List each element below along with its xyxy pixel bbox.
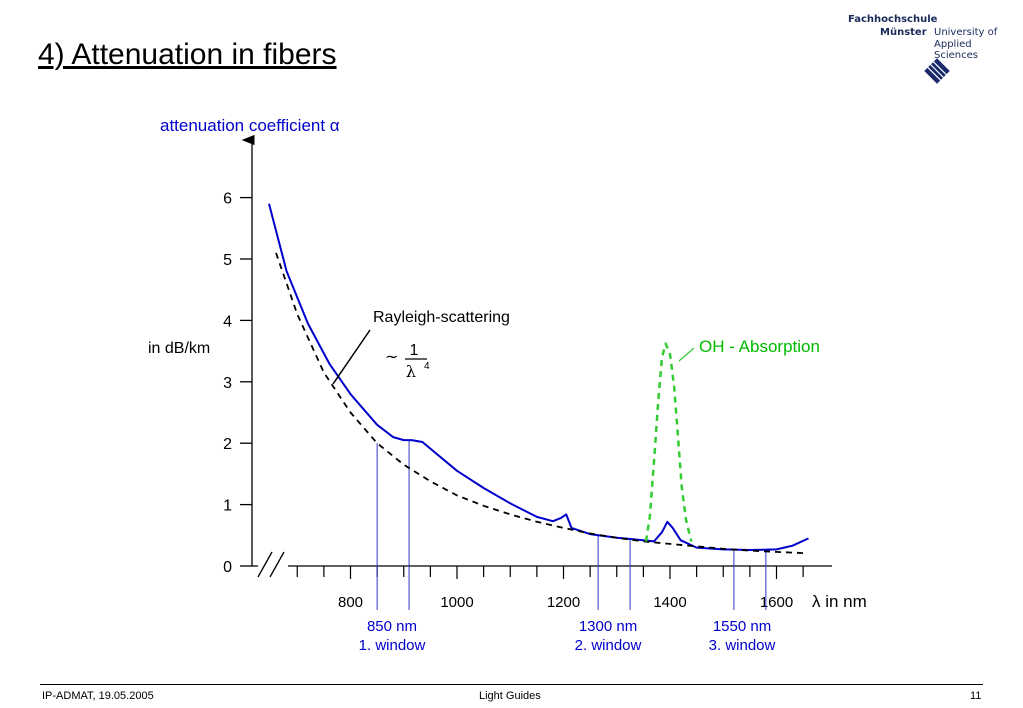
rayleigh-numerator: 1 — [410, 342, 419, 359]
footer-topic: Light Guides — [479, 690, 541, 702]
rayleigh-scattering-curve — [275, 252, 804, 554]
slide-title: 4) Attenuation in fibers — [38, 38, 337, 71]
x-axis-title: λ in nm — [812, 592, 867, 611]
logo-line-2a: Münster — [880, 27, 927, 38]
footer-divider — [40, 684, 983, 685]
y-tick-label: 2 — [223, 436, 232, 453]
footer-page-number: 11 — [970, 690, 982, 702]
university-logo: Fachhochschule Münster University of App… — [818, 10, 1018, 90]
y-axis-unit-label: in dB/km — [148, 340, 210, 357]
logo-diamond-icon — [924, 58, 950, 84]
y-tick-label: 6 — [223, 191, 232, 208]
transmission-window-lines — [376, 440, 767, 610]
y-axis-title: attenuation coefficient α — [160, 116, 340, 135]
x-tick-label: 1000 — [440, 594, 473, 611]
window-1-wavelength-label: 850 nm — [367, 618, 417, 635]
logo-line-2b: University of — [934, 27, 998, 38]
y-tick-label: 3 — [223, 375, 232, 392]
logo-line-3: Applied Sciences — [934, 39, 978, 61]
x-tick-label: 1400 — [653, 594, 686, 611]
window-2-name-label: 2. window — [575, 637, 642, 654]
window-2-wavelength-label: 1300 nm — [579, 618, 637, 635]
y-tick-label: 5 — [223, 252, 232, 269]
oh-absorption-pointer-line — [678, 347, 695, 362]
rayleigh-proportional-sign: ~ — [385, 347, 398, 366]
rayleigh-denominator: λ — [406, 362, 416, 381]
y-tick-label: 0 — [223, 559, 232, 576]
y-tick-label: 4 — [223, 313, 232, 330]
oh-absorption-label: OH - Absorption — [699, 337, 820, 356]
total-attenuation-curve — [268, 203, 809, 551]
y-axis-ticks: 0 1 2 3 4 5 6 — [223, 191, 252, 576]
axis-break-mark — [257, 551, 288, 578]
rayleigh-pointer-line — [332, 329, 371, 385]
x-axis-ticks: 800 1000 1200 1400 1600 — [296, 566, 804, 611]
x-tick-label: 800 — [338, 594, 363, 611]
window-1-name-label: 1. window — [359, 637, 426, 654]
rayleigh-label: Rayleigh-scattering — [373, 309, 510, 326]
rayleigh-exponent: 4 — [424, 361, 430, 372]
x-tick-label: 1600 — [760, 594, 793, 611]
logo-line-1: Fachhochschule — [848, 14, 938, 25]
footer-course-date: IP-ADMAT, 19.05.2005 — [42, 690, 154, 702]
series-layer — [268, 203, 809, 554]
y-tick-label: 1 — [223, 498, 232, 515]
window-3-wavelength-label: 1550 nm — [713, 618, 771, 635]
x-tick-label: 1200 — [547, 594, 580, 611]
window-3-name-label: 3. window — [709, 637, 776, 654]
oh-absorption-curve — [644, 342, 693, 542]
